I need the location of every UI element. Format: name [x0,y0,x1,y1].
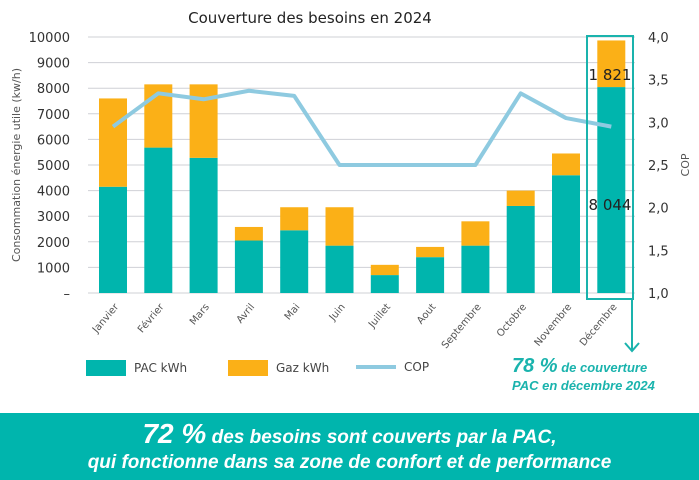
y-tick-label: 1000 [37,261,70,276]
x-tick-label: Mars [188,302,212,328]
y-tick-label: 9000 [37,57,70,72]
y2-tick-label: 1,5 [648,244,669,259]
chart-title: Couverture des besoins en 2024 [188,9,432,27]
x-tick-label: Février [135,301,167,336]
data-label-pac-december: 8 044 [589,196,632,214]
legend-item-gaz: Gaz kWh [228,360,329,376]
legend-swatch-gaz [228,360,268,376]
bar-gaz-0 [99,98,127,187]
summary-banner: 72 % des besoins sont couverts par la PA… [0,413,699,480]
x-tick-label: Janvier [90,301,122,336]
december-callout: 78 % de couverture PAC en décembre 2024 [512,355,655,395]
y-tick-label: 2000 [37,236,70,251]
y2-axis-label: COP [679,153,692,176]
bar-pac-4 [280,230,309,293]
banner-line1: des besoins sont couverts par la PAC, [211,427,557,448]
callout-arrow [624,299,640,353]
callout-percent: 78 % [512,355,558,377]
bar-pac-11 [597,87,626,293]
bar-pac-0 [99,186,127,293]
y-tick-label: 8000 [37,82,70,97]
y-tick-label: – [64,287,71,302]
december-highlight-box [586,35,634,300]
cop-line [111,88,612,167]
bar-pac-10 [552,175,580,293]
bar-gaz-6 [370,264,399,276]
bar-pac-2 [189,157,218,293]
bar-gaz-2 [189,84,218,158]
x-tick-label: Décembre [577,301,619,348]
bar-gaz-7 [416,246,445,258]
x-tick-label: Avril [235,302,257,326]
x-tick-label: Septembre [440,302,484,351]
y2-tick-label: 2,0 [648,202,669,217]
legend-item-pac: PAC kWh [86,360,187,376]
bar-gaz-9 [506,190,535,206]
bar-gaz-11 [597,40,626,88]
y-tick-label: 3000 [37,210,70,225]
legend-label-gaz: Gaz kWh [276,361,330,375]
y2-tick-label: 2,5 [648,159,669,174]
banner-percent: 72 % [142,418,207,449]
x-tick-label: Mai [283,302,303,323]
bar-pac-3 [234,240,263,293]
legend-item-cop: COP [356,360,429,374]
bar-pac-9 [506,205,535,293]
legend-label-cop: COP [404,360,430,374]
y-tick-label: 4000 [37,185,70,200]
legend-swatch-pac [86,360,126,376]
banner-line2: qui fonctionne dans sa zone de confort e… [87,452,612,473]
y2-tick-label: 3,0 [648,116,669,131]
y-axis-label: Consommation énergie utile (kw/h) [10,68,23,262]
bar-gaz-4 [280,207,309,231]
bar-gaz-10 [552,153,580,176]
legend-swatch-cop [356,365,396,369]
callout-line1: de couverture [561,360,648,375]
x-tick-label: Novembre [533,302,575,349]
y-tick-label: 7000 [37,108,70,123]
y-tick-label: 10000 [29,31,70,46]
bar-pac-5 [325,245,354,293]
bar-pac-8 [461,245,490,293]
y2-tick-label: 1,0 [648,287,669,302]
bar-gaz-3 [234,226,263,241]
bar-pac-6 [370,275,399,293]
bar-gaz-5 [325,207,354,246]
bar-pac-7 [416,257,445,293]
data-label-gaz-december: 1 821 [589,66,632,84]
x-tick-label: Juin [327,302,348,324]
x-tick-label: Octobre [495,302,529,340]
y-tick-label: 5000 [37,159,70,174]
y2-tick-label: 3,5 [648,74,669,89]
x-tick-label: Aout [415,302,438,327]
callout-line2: PAC en décembre 2024 [512,378,655,393]
chart: Couverture des besoins en 2024 Consommat… [10,9,692,353]
y2-tick-label: 4,0 [648,31,669,46]
legend-label-pac: PAC kWh [134,361,188,375]
bar-pac-1 [144,147,173,293]
bar-gaz-8 [461,221,490,246]
x-tick-label: Juillet [366,302,393,331]
y-tick-label: 6000 [37,133,70,148]
